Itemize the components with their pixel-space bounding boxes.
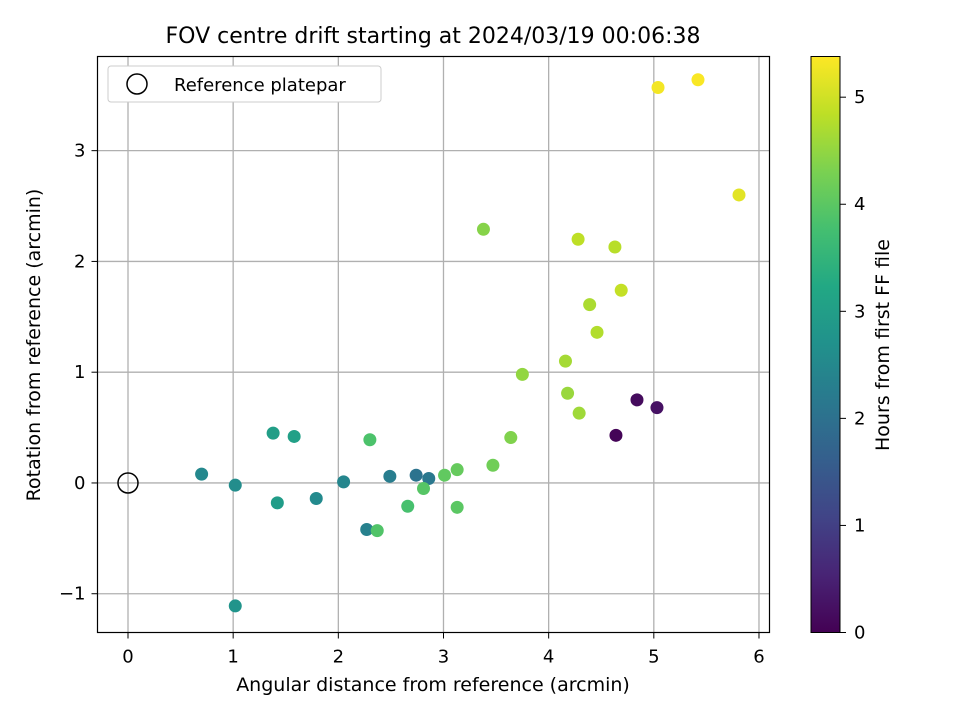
colorbar-tick-label: 0 bbox=[854, 623, 865, 644]
data-point bbox=[651, 81, 665, 95]
reference-marker bbox=[117, 472, 139, 494]
data-point bbox=[732, 188, 746, 202]
reference-point-icon bbox=[117, 472, 139, 494]
data-point bbox=[583, 298, 597, 312]
colorbar-tick-label: 4 bbox=[854, 194, 865, 215]
data-point bbox=[360, 522, 374, 536]
data-point bbox=[609, 428, 623, 442]
data-point bbox=[558, 354, 572, 368]
y-tick-label: 1 bbox=[74, 362, 85, 383]
data-point bbox=[504, 431, 518, 445]
data-point bbox=[614, 283, 628, 297]
data-point bbox=[571, 232, 585, 246]
data-point bbox=[450, 463, 464, 477]
x-tick-label: 3 bbox=[438, 647, 449, 668]
data-point bbox=[337, 475, 351, 489]
data-point bbox=[228, 478, 242, 492]
data-point bbox=[590, 325, 604, 339]
data-point bbox=[476, 222, 490, 236]
y-tick-label: 3 bbox=[74, 141, 85, 162]
data-point bbox=[515, 367, 529, 381]
y-axis-ticks: −1 0 1 2 3 bbox=[59, 141, 98, 605]
data-point bbox=[270, 496, 284, 510]
colorbar-tick-label: 3 bbox=[854, 301, 865, 322]
x-tick-label: 5 bbox=[648, 647, 659, 668]
data-point bbox=[195, 467, 209, 481]
y-tick-label: 2 bbox=[74, 251, 85, 272]
legend-label: Reference platepar bbox=[174, 75, 346, 96]
x-tick-label: 1 bbox=[227, 647, 238, 668]
legend-marker-icon bbox=[126, 73, 148, 95]
data-point bbox=[438, 468, 452, 482]
data-point bbox=[309, 491, 323, 505]
x-tick-label: 4 bbox=[543, 647, 554, 668]
legend: Reference platepar bbox=[107, 65, 382, 103]
colorbar-label: Hours from first FF file bbox=[872, 239, 894, 451]
colorbar: 0 1 2 3 4 5 Hours from first FF file bbox=[810, 56, 894, 644]
data-point bbox=[266, 426, 280, 440]
data-point bbox=[450, 500, 464, 514]
x-axis-label: Angular distance from reference (arcmin) bbox=[236, 674, 630, 696]
y-axis-label: Rotation from reference (arcmin) bbox=[23, 189, 45, 502]
data-point bbox=[409, 468, 423, 482]
data-point bbox=[572, 406, 586, 420]
y-tick-label: −1 bbox=[59, 584, 86, 605]
colorbar-tick-label: 2 bbox=[854, 408, 865, 429]
data-point bbox=[608, 240, 622, 254]
x-tick-label: 0 bbox=[122, 647, 133, 668]
data-point bbox=[650, 401, 664, 415]
data-point bbox=[228, 599, 242, 613]
colorbar-tick-label: 5 bbox=[854, 87, 865, 108]
data-point bbox=[370, 524, 384, 538]
y-tick-label: 0 bbox=[74, 473, 85, 494]
data-point bbox=[486, 458, 500, 472]
plot-frame bbox=[96, 55, 771, 634]
data-point bbox=[401, 499, 415, 513]
x-tick-label: 6 bbox=[753, 647, 764, 668]
data-point bbox=[561, 386, 575, 400]
grid bbox=[97, 56, 770, 633]
data-point bbox=[417, 482, 431, 495]
data-points bbox=[195, 73, 746, 613]
x-axis-ticks: 0 1 2 3 4 5 6 bbox=[122, 632, 765, 668]
data-point bbox=[422, 472, 436, 486]
chart-title: FOV centre drift starting at 2024/03/19 … bbox=[166, 24, 701, 49]
colorbar-gradient bbox=[810, 56, 841, 633]
legend-box bbox=[107, 65, 382, 103]
colorbar-tick-label: 1 bbox=[854, 515, 865, 536]
data-point bbox=[630, 393, 644, 407]
data-point bbox=[363, 433, 377, 447]
x-tick-label: 2 bbox=[333, 647, 344, 668]
colorbar-ticks: 0 1 2 3 4 5 bbox=[840, 87, 865, 644]
data-point bbox=[287, 429, 301, 443]
data-point bbox=[691, 73, 705, 87]
data-point bbox=[383, 469, 397, 483]
